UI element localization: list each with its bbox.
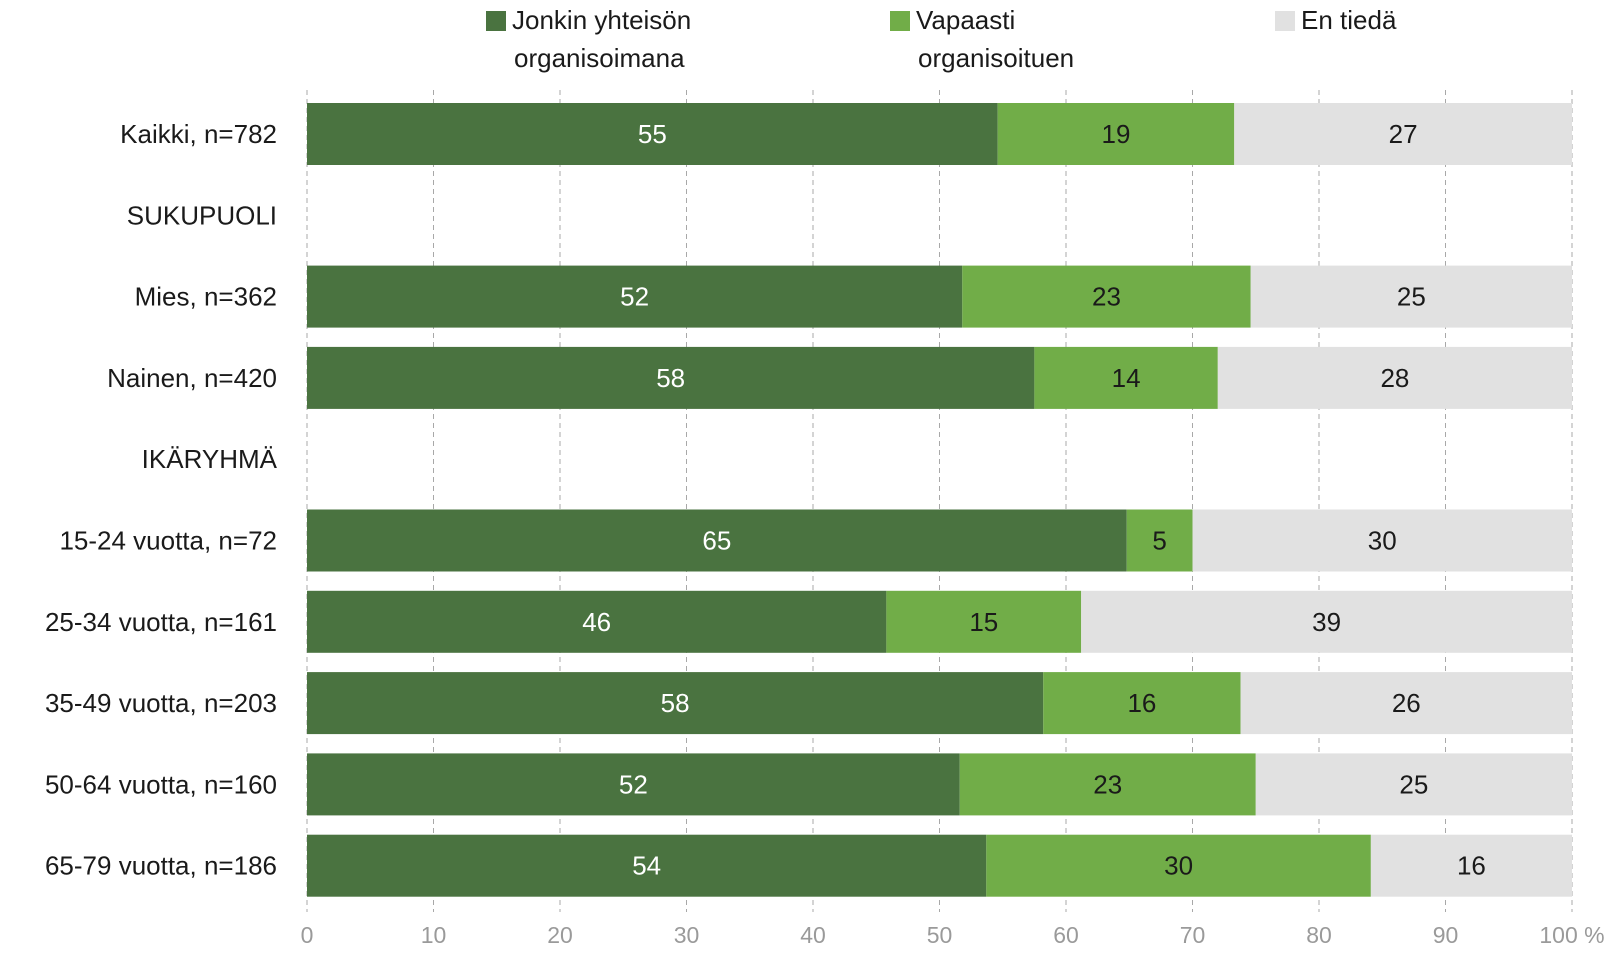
bar-value-label: 23 xyxy=(1093,769,1122,799)
bars: 55 19 27 52 23 25 58 14 28 65 5 30 46 15 39 58 16 26 52 23 2… xyxy=(307,103,1572,897)
legend-label-line: En tiedä xyxy=(1301,5,1397,35)
bar-segment-vapaasti-organisoituen xyxy=(959,753,1256,816)
bar-value-label: 30 xyxy=(1164,851,1193,881)
x-tick-label: 50 xyxy=(927,922,953,948)
x-tick-label: 0 xyxy=(301,922,314,948)
bar-segment-vapaasti-organisoituen xyxy=(986,834,1371,897)
bar-value-label: 46 xyxy=(582,607,611,637)
bar-value-label: 14 xyxy=(1112,363,1141,393)
x-tick-label: 30 xyxy=(674,922,700,948)
category-label: 15-24 vuotta, n=72 xyxy=(59,526,277,556)
bar-segment-en-tied xyxy=(1081,590,1572,653)
bar-segment-en-tied xyxy=(1240,672,1572,735)
category-label: 25-34 vuotta, n=161 xyxy=(45,607,277,637)
bar-value-label: 52 xyxy=(620,282,649,312)
x-tick-label: 10 xyxy=(421,922,447,948)
bar-value-label: 5 xyxy=(1152,526,1166,556)
legend-label: En tiedä xyxy=(1301,5,1397,35)
x-tick-label: 40 xyxy=(800,922,826,948)
bar-value-label: 23 xyxy=(1092,282,1121,312)
category-label: IKÄRYHMÄ xyxy=(142,444,278,474)
legend-label-line: Jonkin yhteisön xyxy=(512,5,691,35)
category-label: SUKUPUOLI xyxy=(127,200,277,230)
bar-value-label: 28 xyxy=(1380,363,1409,393)
bar-segment-en-tied xyxy=(1255,753,1572,816)
bar-value-label: 25 xyxy=(1397,282,1426,312)
bar-segment-vapaasti-organisoituen xyxy=(1126,509,1193,572)
bar-value-label: 30 xyxy=(1368,526,1397,556)
bar-value-label: 65 xyxy=(702,526,731,556)
bar-value-label: 19 xyxy=(1102,119,1131,149)
bar-value-label: 16 xyxy=(1457,851,1486,881)
x-tick-label: 20 xyxy=(547,922,573,948)
legend-swatch-jonkin-yhteis-n-organisoimana xyxy=(486,11,506,31)
bar-value-label: 58 xyxy=(661,688,690,718)
bar-segment-jonkin-yhteis-n-organisoimana xyxy=(307,672,1044,735)
bar-segment-jonkin-yhteis-n-organisoimana xyxy=(307,509,1127,572)
bar-value-label: 55 xyxy=(638,119,667,149)
category-label: 35-49 vuotta, n=203 xyxy=(45,688,277,718)
bar-segment-vapaasti-organisoituen xyxy=(1043,672,1241,735)
bar-segment-vapaasti-organisoituen xyxy=(997,103,1235,165)
bar-segment-vapaasti-organisoituen xyxy=(962,265,1251,328)
bar-segment-jonkin-yhteis-n-organisoimana xyxy=(307,590,887,653)
x-tick-label: 100 % xyxy=(1539,922,1604,948)
legend-label-line: organisoituen xyxy=(918,43,1074,73)
bar-value-label: 58 xyxy=(656,363,685,393)
category-label: Kaikki, n=782 xyxy=(120,119,277,149)
legend-swatch-vapaasti-organisoituen xyxy=(890,11,910,31)
bar-segment-vapaasti-organisoituen xyxy=(886,590,1082,653)
bar-segment-jonkin-yhteis-n-organisoimana xyxy=(307,753,960,816)
legend-label-line: Vapaasti xyxy=(916,5,1015,35)
bar-segment-en-tied xyxy=(1370,834,1572,897)
bar-segment-jonkin-yhteis-n-organisoimana xyxy=(307,834,987,897)
x-tick-label: 60 xyxy=(1053,922,1079,948)
category-label: Nainen, n=420 xyxy=(107,363,277,393)
bar-value-label: 25 xyxy=(1399,769,1428,799)
bar-segment-en-tied xyxy=(1192,509,1572,572)
legend-label: Jonkin yhteisön organisoimana xyxy=(512,5,691,73)
bar-value-label: 26 xyxy=(1392,688,1421,718)
category-label: 65-79 vuotta, n=186 xyxy=(45,851,277,881)
category-label: 50-64 vuotta, n=160 xyxy=(45,769,277,799)
bar-value-label: 15 xyxy=(969,607,998,637)
x-tick-label: 90 xyxy=(1433,922,1459,948)
x-tick-label: 80 xyxy=(1306,922,1332,948)
bar-segment-en-tied xyxy=(1234,103,1572,165)
x-tick-label: 70 xyxy=(1180,922,1206,948)
bar-value-label: 16 xyxy=(1127,688,1156,718)
legend: Jonkin yhteisön organisoimana Vapaasti orga… xyxy=(486,5,1397,73)
bar-value-label: 52 xyxy=(619,769,648,799)
bar-value-label: 27 xyxy=(1389,119,1418,149)
bar-segment-jonkin-yhteis-n-organisoimana xyxy=(307,103,998,165)
bar-segment-en-tied xyxy=(1217,346,1572,409)
bar-segment-vapaasti-organisoituen xyxy=(1034,346,1218,409)
legend-swatch-en-tied xyxy=(1275,11,1295,31)
category-label: Mies, n=362 xyxy=(135,282,277,312)
legend-label-line: organisoimana xyxy=(514,43,685,73)
legend-label: Vapaasti organisoituen xyxy=(916,5,1074,73)
bar-value-label: 54 xyxy=(632,851,661,881)
bar-segment-jonkin-yhteis-n-organisoimana xyxy=(307,346,1035,409)
bar-segment-en-tied xyxy=(1250,265,1572,328)
x-axis: 0 10 20 30 40 50 60 70 80 90 100 % xyxy=(301,922,1605,948)
bar-segment-jonkin-yhteis-n-organisoimana xyxy=(307,265,963,328)
category-labels: Kaikki, n=782 SUKUPUOLI Mies, n=362 Nainen,… xyxy=(45,119,278,881)
bar-value-label: 39 xyxy=(1312,607,1341,637)
